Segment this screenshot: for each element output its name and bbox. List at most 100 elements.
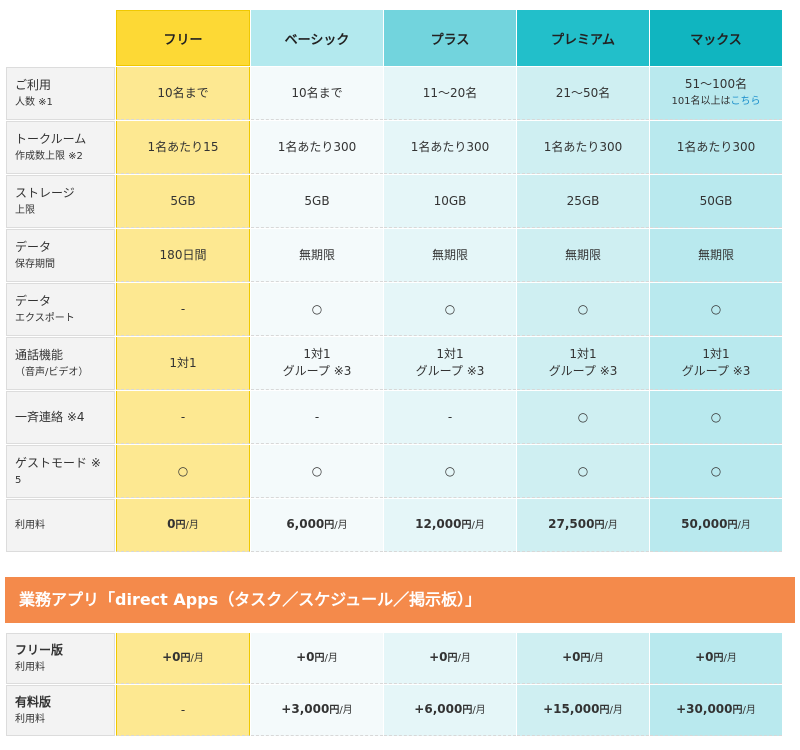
- row-label-sub: 作成数上限 ※2: [15, 150, 83, 162]
- plan-header-row: フリー ベーシック プラス プレミアム マックス: [6, 10, 782, 66]
- row-label-main: ストレージ: [15, 185, 75, 200]
- cell-export-free: -: [116, 283, 250, 336]
- row-users: ご利用 人数 ※1 10名まで 10名まで 11～20名 21～50名 51～1…: [6, 67, 782, 120]
- row-price: 利用料 0円/月 6,000円/月 12,000円/月 27,500円/月 50…: [6, 499, 782, 552]
- row-label-guest: ゲストモード ※ 5: [6, 445, 115, 498]
- price-value: +3,000: [281, 702, 330, 716]
- row-label-main: データ: [15, 293, 52, 308]
- cell-broadcast-premium: ○: [517, 391, 649, 444]
- calls-group: グループ ※3: [282, 364, 352, 378]
- cell-storage-premium: 25GB: [517, 175, 649, 228]
- apps-paid-price-basic: +3,000円/月: [251, 685, 383, 736]
- apps-free-price-premium: +0円/月: [517, 633, 649, 684]
- apps-paid-price-max: +30,000円/月: [650, 685, 782, 736]
- price-value: 6,000: [286, 517, 325, 531]
- row-guest: ゲストモード ※ 5 ○ ○ ○ ○ ○: [6, 445, 782, 498]
- row-talkroom: トークルーム 作成数上限 ※2 1名あたり15 1名あたり300 1名あたり30…: [6, 121, 782, 174]
- apps-paid-price-plus: +6,000円/月: [384, 685, 516, 736]
- cell-storage-free: 5GB: [116, 175, 250, 228]
- price-value: 27,500: [548, 517, 595, 531]
- apps-free-price-basic: +0円/月: [251, 633, 383, 684]
- row-label-sub: 5: [15, 474, 22, 486]
- calls-one-to-one: 1対1: [436, 347, 464, 361]
- apps-paid-price-free: -: [116, 685, 250, 736]
- cell-talkroom-free: 1名あたり15: [116, 121, 250, 174]
- cell-guest-basic: ○: [251, 445, 383, 498]
- cell-retention-basic: 無期限: [251, 229, 383, 282]
- apps-price-table: フリー版 利用料 +0円/月 +0円/月 +0円/月 +0円/月 +0円/月 有…: [5, 632, 783, 737]
- price-value: 12,000: [415, 517, 462, 531]
- cell-broadcast-plus: -: [384, 391, 516, 444]
- price-per: /月: [723, 653, 737, 664]
- cell-storage-max: 50GB: [650, 175, 782, 228]
- row-export: データ エクスポート - ○ ○ ○ ○: [6, 283, 782, 336]
- row-label-main: 一斉連絡 ※4: [15, 410, 85, 424]
- cell-retention-free: 180日間: [116, 229, 250, 282]
- calls-group: グループ ※3: [415, 364, 485, 378]
- row-label-main: フリー版: [15, 642, 64, 657]
- calls-one-to-one: 1対1: [303, 347, 331, 361]
- cell-users-max: 51～100名 101名以上はこちら: [650, 67, 782, 120]
- price-value: +0: [562, 650, 581, 664]
- price-free: 0円/月: [116, 499, 250, 552]
- price-max: 50,000円/月: [650, 499, 782, 552]
- cell-talkroom-premium: 1名あたり300: [517, 121, 649, 174]
- price-per: /月: [457, 653, 471, 664]
- cell-retention-premium: 無期限: [517, 229, 649, 282]
- cell-export-plus: ○: [384, 283, 516, 336]
- calls-one-to-one: 1対1: [569, 347, 597, 361]
- calls-one-to-one: 1対1: [702, 347, 730, 361]
- row-label-main: 有料版: [15, 694, 52, 709]
- row-label-main: 通話機能: [15, 347, 64, 362]
- cell-calls-basic: 1対1 グループ ※3: [251, 337, 383, 390]
- price-unit: 円: [594, 520, 605, 531]
- cell-guest-plus: ○: [384, 445, 516, 498]
- row-broadcast: 一斉連絡 ※4 - - - ○ ○: [6, 391, 782, 444]
- contact-note: 101名以上はこちら: [650, 93, 782, 110]
- price-unit: 円: [599, 705, 610, 716]
- row-label-export: データ エクスポート: [6, 283, 115, 336]
- cell-retention-max: 無期限: [650, 229, 782, 282]
- contact-link[interactable]: こちら: [730, 96, 761, 107]
- row-label-storage: ストレージ 上限: [6, 175, 115, 228]
- apps-paid-price-premium: +15,000円/月: [517, 685, 649, 736]
- cell-users-max-value: 51～100名: [684, 77, 748, 91]
- apps-section-title: 業務アプリ「direct Apps（タスク／スケジュール／掲示板）」: [5, 577, 795, 623]
- price-per: /月: [185, 520, 199, 531]
- price-value: +30,000: [676, 702, 733, 716]
- price-unit: 円: [580, 653, 591, 664]
- plan-header-plus: プラス: [384, 10, 516, 66]
- row-label-users: ご利用 人数 ※1: [6, 67, 115, 120]
- row-label-calls: 通話機能 （音声/ビデオ）: [6, 337, 115, 390]
- price-per: /月: [737, 520, 751, 531]
- cell-users-free: 10名まで: [116, 67, 250, 120]
- price-value: +0: [695, 650, 714, 664]
- row-label-retention: データ 保存期間: [6, 229, 115, 282]
- cell-users-premium: 21～50名: [517, 67, 649, 120]
- apps-free-price-free: +0円/月: [116, 633, 250, 684]
- price-per: /月: [471, 520, 485, 531]
- price-per: /月: [324, 653, 338, 664]
- price-per: /月: [742, 705, 756, 716]
- row-label-sub: 上限: [15, 204, 35, 216]
- cell-calls-max: 1対1 グループ ※3: [650, 337, 782, 390]
- row-label-main: 利用料: [15, 520, 45, 531]
- row-label-price: 利用料: [6, 499, 115, 552]
- corner-cell: [6, 10, 115, 66]
- price-value: 50,000: [681, 517, 728, 531]
- plan-header-max: マックス: [650, 10, 782, 66]
- cell-talkroom-max: 1名あたり300: [650, 121, 782, 174]
- apps-free-price-max: +0円/月: [650, 633, 782, 684]
- price-unit: 円: [175, 520, 186, 531]
- row-storage: ストレージ 上限 5GB 5GB 10GB 25GB 50GB: [6, 175, 782, 228]
- cell-guest-free: ○: [116, 445, 250, 498]
- price-per: /月: [590, 653, 604, 664]
- contact-note-text: 101名以上は: [671, 96, 731, 107]
- cell-broadcast-free: -: [116, 391, 250, 444]
- price-premium: 27,500円/月: [517, 499, 649, 552]
- row-label-sub: （音声/ビデオ）: [15, 366, 89, 378]
- price-value: +0: [429, 650, 448, 664]
- cell-talkroom-basic: 1名あたり300: [251, 121, 383, 174]
- plan-header-basic: ベーシック: [251, 10, 383, 66]
- price-plus: 12,000円/月: [384, 499, 516, 552]
